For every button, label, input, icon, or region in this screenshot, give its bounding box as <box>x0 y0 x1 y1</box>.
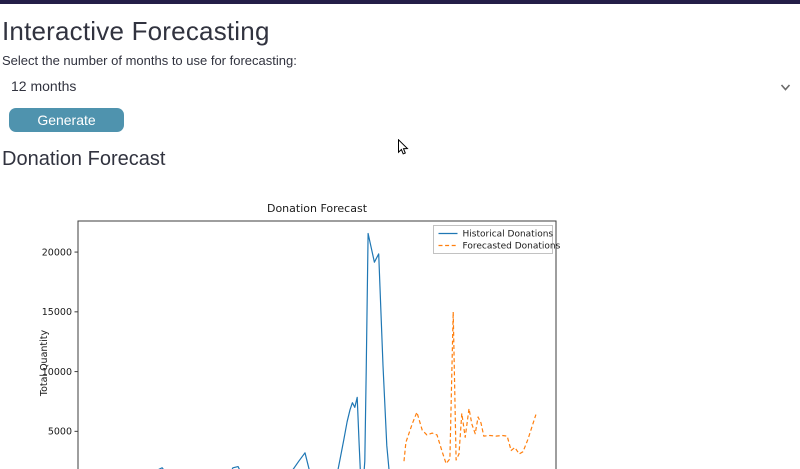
svg-text:Forecasted Donations: Forecasted Donations <box>463 242 561 252</box>
mouse-cursor <box>397 138 409 156</box>
generate-forecast-button[interactable]: Generate Forecast <box>9 108 124 152</box>
months-select-value: 12 months <box>11 78 77 94</box>
chart-title: Donation Forecast <box>267 202 368 215</box>
select-label: Select the number of months to use for f… <box>2 53 297 68</box>
months-select[interactable]: 12 months <box>0 72 800 99</box>
section-title: Donation Forecast <box>2 148 166 170</box>
page-title: Interactive Forecasting <box>2 16 270 46</box>
svg-text:10000: 10000 <box>42 367 72 378</box>
svg-text:20000: 20000 <box>42 247 72 258</box>
svg-text:Historical Donations: Historical Donations <box>463 230 554 240</box>
svg-text:15000: 15000 <box>42 307 72 318</box>
chevron-down-icon[interactable] <box>780 80 791 91</box>
chart-canvas: Donation Forecast Total Quantity 5000 10000… <box>39 202 561 469</box>
svg-text:5000: 5000 <box>48 427 72 438</box>
top-decoration-bar <box>0 0 800 4</box>
chart-ylabel: Total Quantity <box>39 329 50 397</box>
donation-forecast-chart: Donation Forecast Total Quantity 5000 10000… <box>0 190 800 469</box>
